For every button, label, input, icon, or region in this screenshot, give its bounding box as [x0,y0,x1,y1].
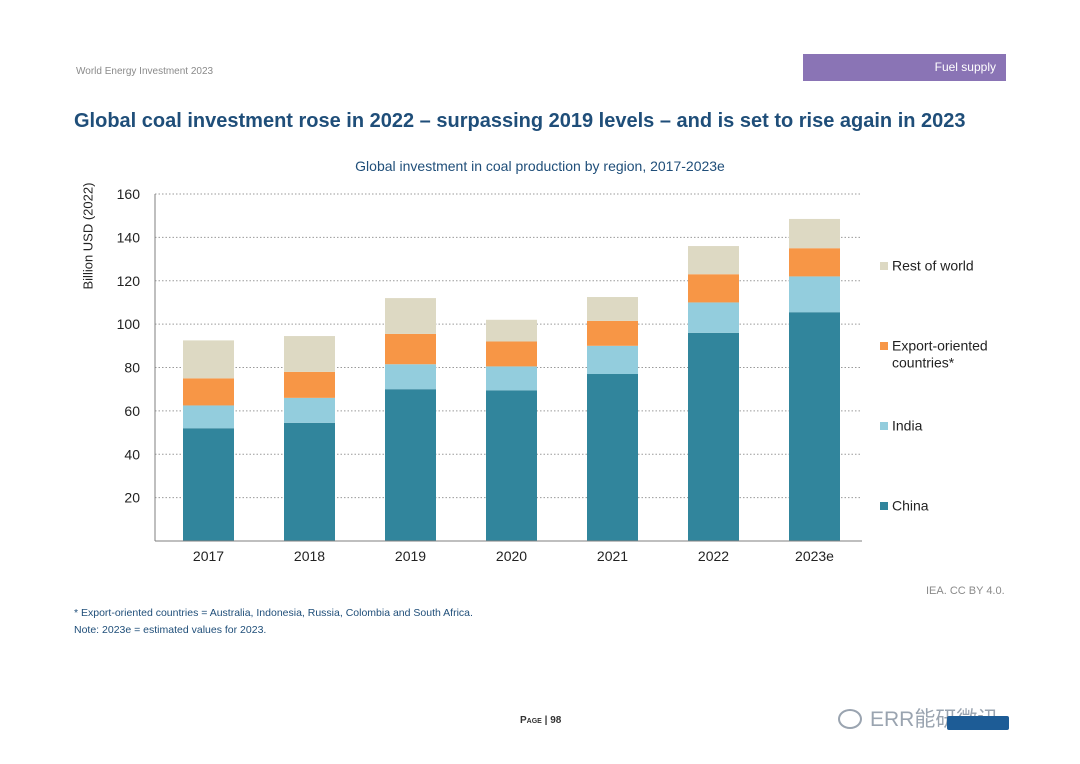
bar-segment [284,371,335,398]
legend-label: India [892,418,923,434]
legend-layer: Rest of world Export-oriented countries* In… [880,258,988,514]
chart-title: Global investment in coal production by … [0,158,1080,174]
legend-swatch [880,262,888,270]
bar-segment [587,297,638,321]
legend-swatch [880,502,888,510]
bar-segment [183,378,234,406]
legend-label: China [892,498,929,514]
bar-segment [385,389,436,541]
legend-label-line: countries* [892,355,955,371]
y-tick-label: 40 [124,446,140,462]
stacked-bar-chart: 20 40 60 80 100 120 140 160 2017 2018 2019 2020 2021… [117,186,988,564]
report-name: World Energy Investment 2023 [76,66,214,77]
bar-segment [789,248,840,277]
x-tick-label: 2018 [294,548,325,564]
legend-label-line: Export-oriented [892,338,988,354]
legend-label-line: Rest of world [892,258,974,274]
page-title: Global coal investment rose in 2022 – su… [74,110,966,132]
legend-swatch [880,422,888,430]
bar-segment [486,366,537,391]
x-tick-label: 2020 [496,548,527,564]
bar-segment [284,336,335,372]
bar-segment [688,332,739,541]
bar-segment [486,319,537,342]
footnote-export-countries: * Export-oriented countries = Australia,… [74,607,473,619]
y-tick-label: 80 [124,360,140,376]
y-tick-label: 100 [117,316,141,332]
bar-segment [587,320,638,346]
axis-layer: 20 40 60 80 100 120 140 160 2017 2018 2019 2020 2021… [117,186,862,564]
bar-segment [486,390,537,541]
bars-layer [183,218,840,541]
y-tick-label: 120 [117,273,141,289]
bar-segment [587,374,638,541]
bar-segment [284,397,335,423]
bar-segment [385,333,436,365]
x-tick-label: 2022 [698,548,729,564]
bar-segment [284,422,335,541]
y-tick-label: 140 [117,229,141,245]
logo [947,716,1009,730]
y-tick-label: 160 [117,186,141,202]
bar-segment [688,274,739,303]
x-tick-label: 2023e [795,548,834,564]
bar-segment [789,276,840,313]
bar-segment [486,341,537,367]
x-tick-label: 2017 [193,548,224,564]
bar-segment [183,405,234,429]
bar-segment [688,246,739,275]
x-tick-label: 2021 [597,548,628,564]
legend-label: Rest of world [892,258,974,274]
bar-segment [385,298,436,334]
bar-segment [587,345,638,375]
bar-segment [688,302,739,333]
section-tag: Fuel supply [803,54,1006,81]
bar-segment [183,428,234,541]
wechat-icon [838,709,862,729]
legend-label-line: India [892,418,923,434]
y-tick-label: 60 [124,403,140,419]
source-credit: IEA. CC BY 4.0. [926,585,1005,597]
legend-swatch [880,342,888,350]
page-number: Page | 98 [520,715,562,726]
y-tick-label: 20 [124,490,140,506]
bar-segment [183,340,234,379]
x-tick-label: 2019 [395,548,426,564]
bar-segment [385,364,436,390]
bar-segment [789,218,840,249]
chart-title-text: Global investment in coal production by … [355,158,725,174]
bar-segment [789,312,840,541]
legend-label-line: China [892,498,929,514]
legend-label: Export-oriented countries* [892,338,988,371]
footnote-estimate: Note: 2023e = estimated values for 2023. [74,624,267,636]
